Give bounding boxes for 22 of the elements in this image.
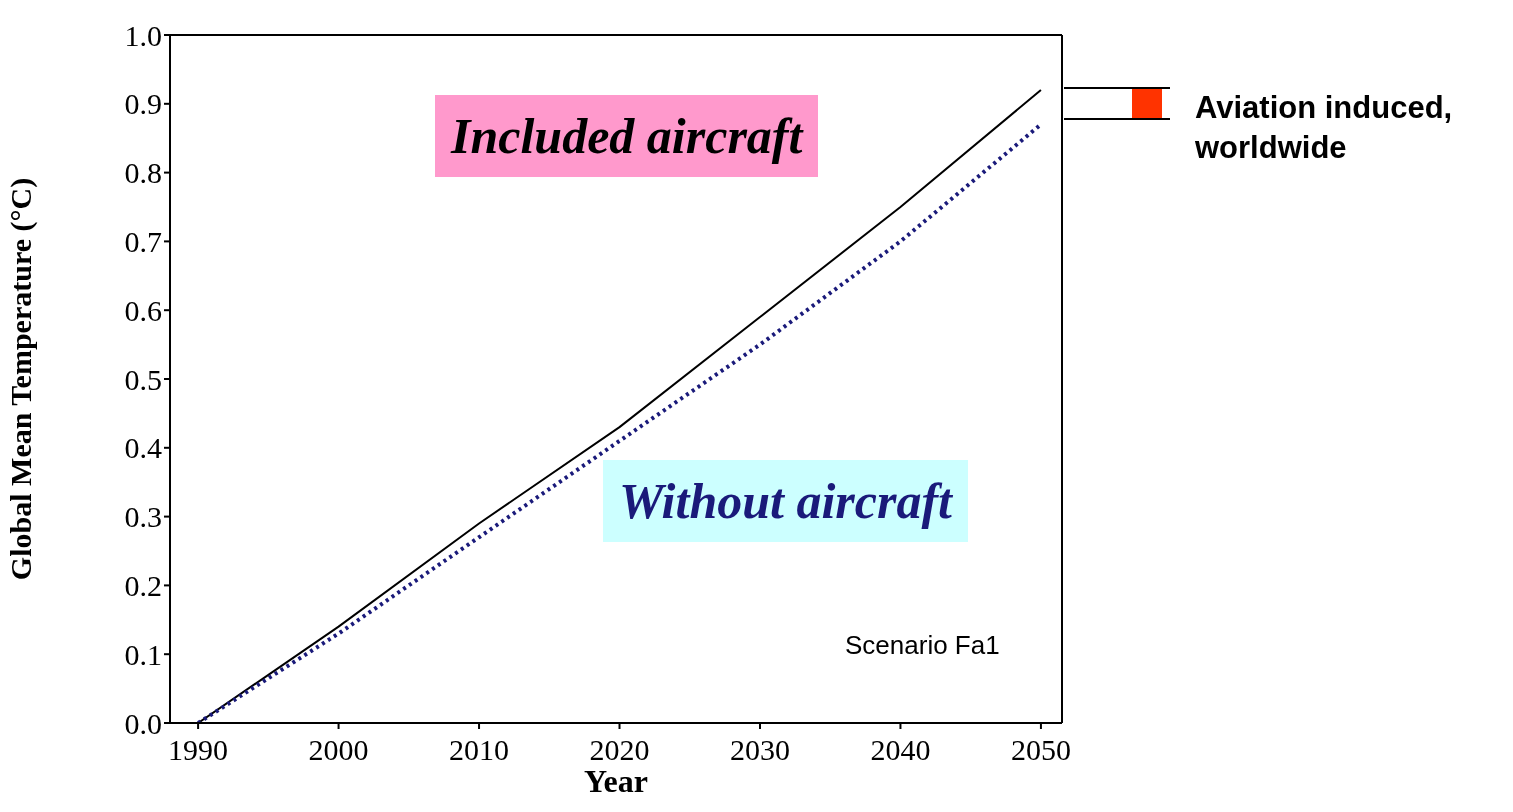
x-tick-label: 2030	[729, 733, 790, 767]
y-tick-label: 0.6	[124, 293, 162, 327]
y-tick-label: 0.8	[124, 156, 162, 190]
y-tick-label: 0.7	[124, 225, 162, 259]
y-tick-label: 0.1	[124, 637, 162, 671]
y-tick-label: 0.9	[124, 87, 162, 121]
y-tick-label: 0.4	[124, 431, 162, 465]
y-tick-label: 0.5	[124, 362, 162, 396]
y-tick-label: 1.0	[124, 18, 162, 52]
y-tick-label: 0.3	[124, 500, 162, 534]
x-tick-label: 1990	[168, 733, 229, 767]
x-tick-label: 2000	[308, 733, 369, 767]
series-label: Without aircraft	[603, 460, 968, 542]
y-axis-title: Global Mean Temperature (°C)	[3, 177, 38, 581]
x-tick-label: 2010	[449, 733, 510, 767]
annotation: Scenario Fa1	[845, 630, 1000, 661]
x-tick-label: 2050	[1010, 733, 1071, 767]
y-tick-label: 0.2	[124, 569, 162, 603]
series-label: Included aircraft	[435, 95, 819, 177]
x-tick-label: 2040	[870, 733, 931, 767]
y-tick-label: 0.0	[124, 706, 162, 740]
text: Aviation induced, worldwide	[1195, 89, 1454, 168]
